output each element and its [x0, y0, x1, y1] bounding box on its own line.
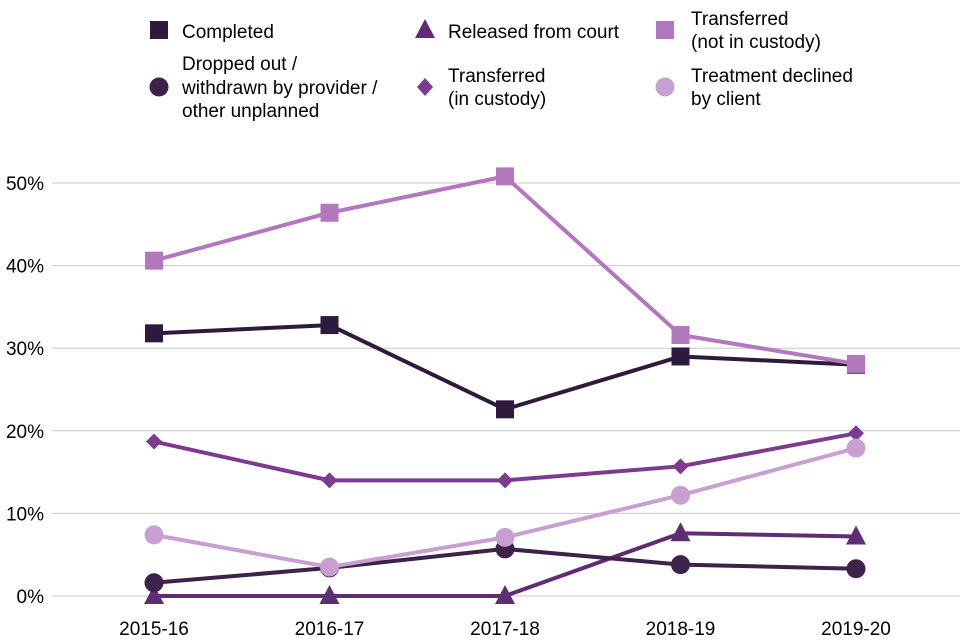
legend-item-completed: Completed — [150, 21, 274, 43]
x-tick-label: 2015-16 — [119, 619, 189, 640]
data-point-transferred_in-2 — [497, 472, 513, 489]
data-point-completed-0 — [145, 324, 163, 343]
data-point-transferred_in-0 — [146, 433, 162, 450]
data-point-declined-3 — [671, 485, 690, 505]
legend-marker-transferred-in-custody — [417, 78, 433, 96]
legend-label-transferred-in-custody-line1: Transferred — [448, 66, 546, 87]
data-point-transferred_not-2 — [496, 167, 514, 186]
data-point-transferred_not-4 — [847, 354, 865, 373]
y-tick-label: 10% — [6, 504, 44, 525]
data-point-transferred_not-0 — [145, 251, 163, 270]
data-point-completed-2 — [496, 400, 514, 419]
legend-item-transferred-not-in-custody: Transferred (not in custody) — [656, 9, 821, 53]
series-line-transferred_not — [153, 174, 857, 366]
legend-marker-transferred-not-in-custody — [656, 21, 674, 39]
data-point-dropped-3 — [671, 555, 690, 575]
y-tick-label: 50% — [6, 174, 44, 195]
legend: Completed Released from court Transferre… — [149, 9, 853, 122]
series — [144, 167, 866, 604]
data-point-released-4 — [846, 525, 866, 545]
x-tick-label: 2018-19 — [646, 619, 716, 640]
legend-label-transferred-not-in-custody-line1: Transferred — [691, 9, 789, 30]
data-point-transferred_not-1 — [320, 203, 339, 222]
legend-label-treatment-declined-line1: Treatment declined — [691, 66, 853, 87]
data-point-transferred_in-3 — [672, 458, 689, 475]
x-axis-ticks: 2015-16 2016-17 2017-18 2018-19 2019-20 — [119, 619, 891, 640]
data-point-declined-0 — [144, 525, 164, 545]
series-transferred_not — [145, 167, 865, 373]
x-tick-label: 2017-18 — [470, 619, 540, 640]
series-declined — [144, 438, 866, 577]
legend-label-completed: Completed — [182, 22, 274, 43]
y-tick-label: 40% — [6, 257, 44, 278]
legend-label-dropped-out-line2: withdrawn by provider / — [181, 78, 378, 99]
data-point-released-0 — [144, 585, 164, 604]
y-axis-ticks: 0% 10% 20% 30% 40% 50% — [6, 174, 44, 608]
x-tick-label: 2016-17 — [295, 619, 365, 640]
data-point-transferred_in-4 — [848, 425, 864, 442]
series-released — [144, 522, 866, 604]
legend-marker-dropped-out — [149, 77, 169, 97]
legend-item-treatment-declined: Treatment declined by client — [655, 66, 853, 110]
y-tick-label: 20% — [6, 422, 44, 443]
data-point-released-3 — [670, 522, 691, 542]
legend-marker-released-from-court — [415, 19, 435, 38]
data-point-released-1 — [319, 585, 340, 604]
legend-item-released-from-court: Released from court — [415, 19, 620, 43]
series-line-completed — [153, 323, 857, 412]
legend-label-dropped-out-line1: Dropped out / — [182, 54, 298, 75]
legend-label-transferred-not-in-custody-line2: (not in custody) — [691, 32, 821, 53]
series-transferred_in — [146, 425, 864, 489]
legend-label-dropped-out-line3: other unplanned — [182, 101, 319, 122]
data-point-released-2 — [495, 585, 515, 604]
data-point-transferred_not-3 — [671, 325, 690, 344]
legend-label-treatment-declined-line2: by client — [691, 89, 761, 110]
series-dropped — [144, 539, 866, 593]
legend-marker-treatment-declined — [655, 77, 675, 97]
legend-marker-completed — [150, 21, 168, 39]
data-point-declined-2 — [495, 527, 515, 547]
y-tick-label: 30% — [6, 339, 44, 360]
data-point-dropped-4 — [846, 559, 866, 579]
series-completed — [145, 316, 865, 419]
data-point-transferred_in-1 — [321, 472, 338, 489]
y-tick-label: 0% — [17, 587, 45, 608]
legend-label-released-from-court: Released from court — [448, 22, 620, 43]
legend-label-transferred-in-custody-line2: (in custody) — [448, 89, 546, 110]
legend-item-transferred-in-custody: Transferred (in custody) — [417, 66, 546, 110]
data-point-declined-4 — [846, 438, 866, 458]
data-point-completed-3 — [671, 347, 690, 366]
data-point-dropped-0 — [144, 573, 164, 593]
data-point-completed-1 — [320, 316, 339, 335]
x-tick-label: 2019-20 — [821, 619, 891, 640]
legend-item-dropped-out: Dropped out / withdrawn by provider / ot… — [149, 54, 378, 122]
data-point-declined-1 — [320, 557, 339, 577]
